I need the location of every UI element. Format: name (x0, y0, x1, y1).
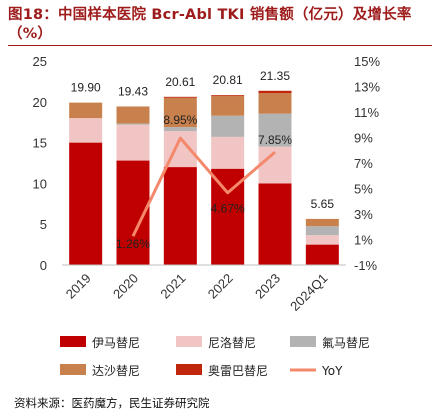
bar-segment (69, 142, 103, 265)
left-axis-ticks: 0 5 10 15 20 25 (33, 54, 47, 273)
bar-segment (258, 93, 292, 114)
bar-segment (305, 226, 339, 236)
right-tick-label: 11% (354, 105, 379, 120)
bar-segment (305, 218, 339, 227)
right-tick-label: 1% (354, 233, 373, 248)
left-tick-label: 15 (33, 136, 47, 151)
total-labels: 19.90 19.43 20.61 20.81 21.35 5.65 (71, 69, 335, 211)
title-divider (8, 45, 432, 46)
bar-segment (211, 136, 245, 169)
x-axis-ticks: 2019 2020 2021 2022 2023 2024Q1 (63, 271, 331, 314)
yoy-data-label: 1.26% (116, 237, 150, 251)
bar-segment (305, 244, 339, 265)
total-label: 19.90 (71, 81, 101, 95)
right-tick-label: 3% (354, 207, 373, 222)
right-tick-label: 7% (354, 156, 373, 171)
x-tick-label: 2023 (252, 271, 283, 302)
right-tick-label: 15% (354, 54, 380, 69)
legend-label: 伊马替尼 (92, 336, 140, 350)
bar-segment (258, 90, 292, 94)
left-tick-label: 5 (40, 217, 47, 232)
bar-segment (163, 167, 197, 265)
yoy-data-label: 7.85% (258, 133, 292, 147)
right-tick-label: 5% (354, 182, 373, 197)
source-note: 资料来源：医药魔方，民生证券研究院 (14, 396, 210, 410)
yoy-line (131, 136, 276, 237)
legend-label: 尼洛替尼 (208, 335, 256, 350)
x-tick-label: 2024Q1 (287, 271, 330, 314)
legend-label: YoY (321, 364, 343, 378)
bar-segment (211, 96, 245, 116)
legend-label: 奥雷巴替尼 (208, 364, 268, 378)
x-tick-label: 2022 (205, 271, 236, 302)
left-tick-label: 0 (40, 258, 47, 273)
bar-segment (69, 102, 103, 119)
left-tick-label: 10 (33, 176, 47, 191)
bar-segment (211, 115, 245, 137)
yoy-labels: 1.26% 8.95% 4.67% 7.85% (116, 113, 292, 251)
yoy-data-label: 4.67% (211, 202, 245, 216)
bar-segment (258, 183, 292, 265)
stacked-bars (62, 90, 346, 266)
bar-segment (116, 106, 150, 124)
legend-swatch (60, 364, 86, 375)
total-label: 5.65 (311, 197, 335, 211)
total-label: 19.43 (118, 84, 148, 98)
total-label: 20.81 (213, 73, 243, 87)
total-label: 21.35 (260, 69, 290, 83)
legend-swatch (176, 364, 202, 375)
chart-title: 图18：中国样本医院 Bcr-Abl TKI 销售额（亿元）及增长率（%） (8, 7, 412, 42)
yoy-series-line (131, 136, 276, 237)
legend-swatch (176, 336, 202, 347)
legend-label: 达沙替尼 (92, 364, 140, 378)
bar-segment (116, 124, 150, 161)
yoy-data-label: 8.95% (163, 113, 197, 127)
legend-label: 氟马替尼 (322, 336, 370, 350)
right-tick-label: 13% (354, 80, 380, 95)
right-axis-ticks: -1% 1% 3% 5% 7% 9% 11% 13% 15% (354, 54, 380, 273)
bar-segment (211, 95, 245, 97)
bar-segment (258, 113, 292, 147)
x-tick-label: 2020 (110, 271, 141, 302)
left-tick-label: 20 (33, 95, 47, 110)
left-tick-label: 25 (33, 54, 47, 69)
bar-segment (305, 235, 339, 245)
x-tick-label: 2021 (157, 271, 188, 302)
total-label: 20.61 (165, 75, 195, 89)
bar-segment (163, 127, 197, 132)
right-tick-label: -1% (354, 258, 378, 273)
legend-swatch (290, 336, 316, 347)
x-tick-label: 2019 (63, 271, 94, 302)
bar-segment (163, 96, 197, 98)
bar-segment (116, 123, 150, 125)
right-tick-label: 9% (354, 131, 373, 146)
bar-segment (69, 118, 103, 143)
bar-segment (163, 97, 197, 128)
legend-swatch (60, 336, 86, 347)
